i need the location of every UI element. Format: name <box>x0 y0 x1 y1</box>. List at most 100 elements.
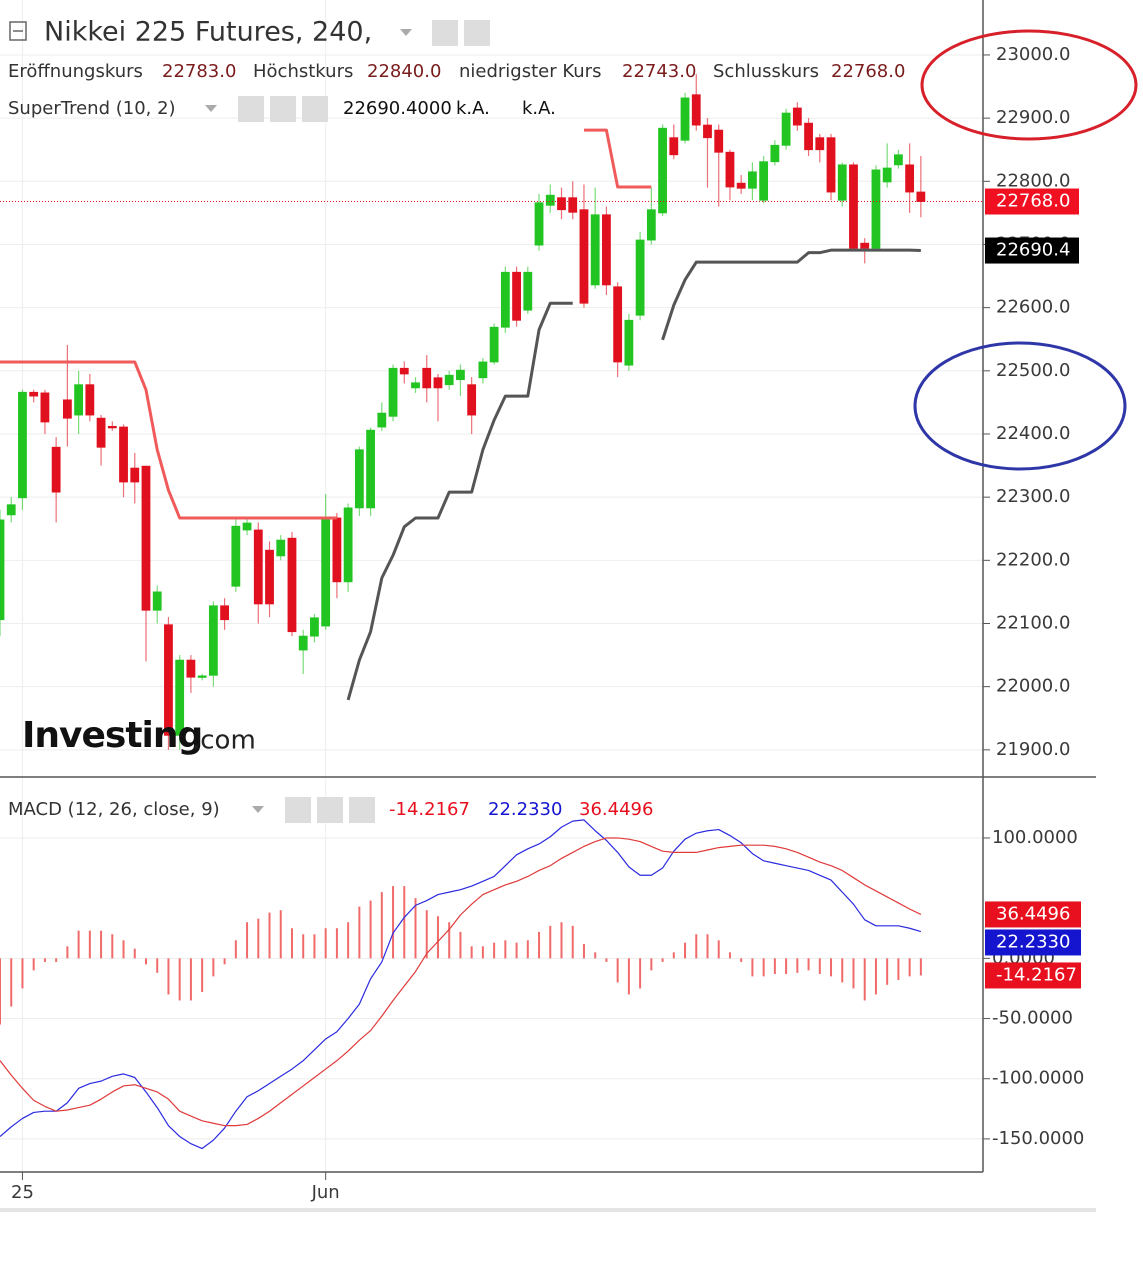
candle-body <box>770 144 780 163</box>
logo: Investing <box>22 715 202 756</box>
indicator-tag <box>985 237 1079 264</box>
candle-body <box>624 319 634 366</box>
logo: .com <box>192 726 256 756</box>
settings-icon[interactable] <box>317 797 343 823</box>
candle-body <box>62 399 72 419</box>
ohlc-label: Schlusskurs <box>713 61 819 82</box>
candle-body <box>815 137 825 151</box>
y-tick-label: 22200.0 <box>996 549 1070 570</box>
y-tick-label: 23000.0 <box>996 44 1070 65</box>
candle-body <box>186 659 196 678</box>
ohlc-value: 22743.0 <box>622 61 696 82</box>
candle-body <box>107 426 117 429</box>
legend-value: -14.2167 <box>389 799 470 820</box>
y-tick-label: 22300.0 <box>996 486 1070 507</box>
line-series <box>0 837 922 1127</box>
candle-body <box>399 367 409 375</box>
ohlc-label: Eröffnungskurs <box>8 61 143 82</box>
bottom-bar <box>0 1208 1096 1212</box>
settings-icon[interactable] <box>464 20 490 46</box>
candle-body <box>512 271 521 321</box>
candle-body <box>613 286 623 363</box>
candle-body <box>343 507 353 583</box>
ohlc-value: 22840.0 <box>367 61 441 82</box>
ohlc-label: niedrigster Kurs <box>459 61 601 82</box>
candle-body <box>691 94 701 126</box>
candle-body <box>29 391 39 397</box>
candle-body <box>871 169 881 249</box>
y-tick-label: 21900.0 <box>996 739 1070 760</box>
candle-body <box>220 605 230 621</box>
candle-body <box>467 384 477 416</box>
eye-icon[interactable] <box>238 96 264 122</box>
candle-body <box>579 209 589 304</box>
candle-body <box>635 239 645 316</box>
line-series <box>0 360 337 520</box>
value-tag-label: 22.2330 <box>996 931 1070 952</box>
candle-body <box>231 525 241 587</box>
candle-body <box>658 127 667 214</box>
price-tag <box>985 188 1079 215</box>
candle-body <box>545 194 555 206</box>
candle-body <box>332 517 342 583</box>
candle-body <box>703 124 712 139</box>
value-tag-label: 36.4496 <box>996 903 1070 924</box>
candle-body <box>792 107 802 126</box>
candle-body <box>130 467 140 483</box>
candle-body <box>500 271 510 328</box>
y-tick-label: 22000.0 <box>996 676 1070 697</box>
dropdown[interactable] <box>400 29 412 36</box>
candle-body <box>748 171 757 189</box>
y-tick-label: 22600.0 <box>996 297 1070 318</box>
value-tag-label: -14.2167 <box>996 964 1077 985</box>
collapse-icon[interactable] <box>9 21 27 41</box>
candle-body <box>714 129 724 153</box>
line-series <box>0 819 922 1150</box>
legend-value: 22.2330 <box>488 799 562 820</box>
candle-body <box>916 191 926 202</box>
eye-icon[interactable] <box>432 20 458 46</box>
eye-icon[interactable] <box>285 797 311 823</box>
ohlc-value: 22768.0 <box>831 61 905 82</box>
candle-body <box>18 391 27 499</box>
candle-body <box>287 537 297 633</box>
chart-title: Nikkei 225 Futures, 240, <box>44 17 372 48</box>
ohlc-value: 22783.0 <box>162 61 236 82</box>
value-tag <box>985 901 1081 928</box>
candle-body <box>882 167 892 183</box>
candle-body <box>669 137 679 156</box>
settings-icon[interactable] <box>270 96 296 122</box>
candle-body <box>197 675 207 678</box>
candle-body <box>781 112 791 146</box>
candle-body <box>40 392 50 423</box>
macd-plot <box>0 819 922 1150</box>
line-series <box>583 128 652 189</box>
candle-body <box>905 164 915 193</box>
candle-body <box>837 164 847 201</box>
candle-body <box>523 271 533 311</box>
value-tag <box>985 962 1081 989</box>
indicator-name: SuperTrend (10, 2) <box>8 98 176 119</box>
candle-body <box>377 412 387 428</box>
close-icon[interactable] <box>302 96 328 122</box>
candle-body <box>85 384 95 416</box>
y-tick-label: -150.0000 <box>992 1128 1084 1149</box>
candle-body <box>51 446 61 493</box>
candle-body <box>557 197 566 211</box>
line-series <box>346 301 573 701</box>
candle-body <box>366 429 375 509</box>
annotation-ellipse <box>913 341 1127 471</box>
dropdown[interactable] <box>205 105 217 112</box>
close-icon[interactable] <box>349 797 375 823</box>
y-tick-label: -100.0000 <box>992 1068 1084 1089</box>
candle-body <box>456 369 465 381</box>
candle-body <box>433 377 443 389</box>
candle-body <box>478 361 488 379</box>
candle-body <box>534 202 544 246</box>
annotation-ellipse <box>920 29 1138 141</box>
candle-body <box>602 214 611 286</box>
candle-body <box>310 617 319 637</box>
candle-body <box>411 382 420 389</box>
dropdown[interactable] <box>252 806 264 813</box>
